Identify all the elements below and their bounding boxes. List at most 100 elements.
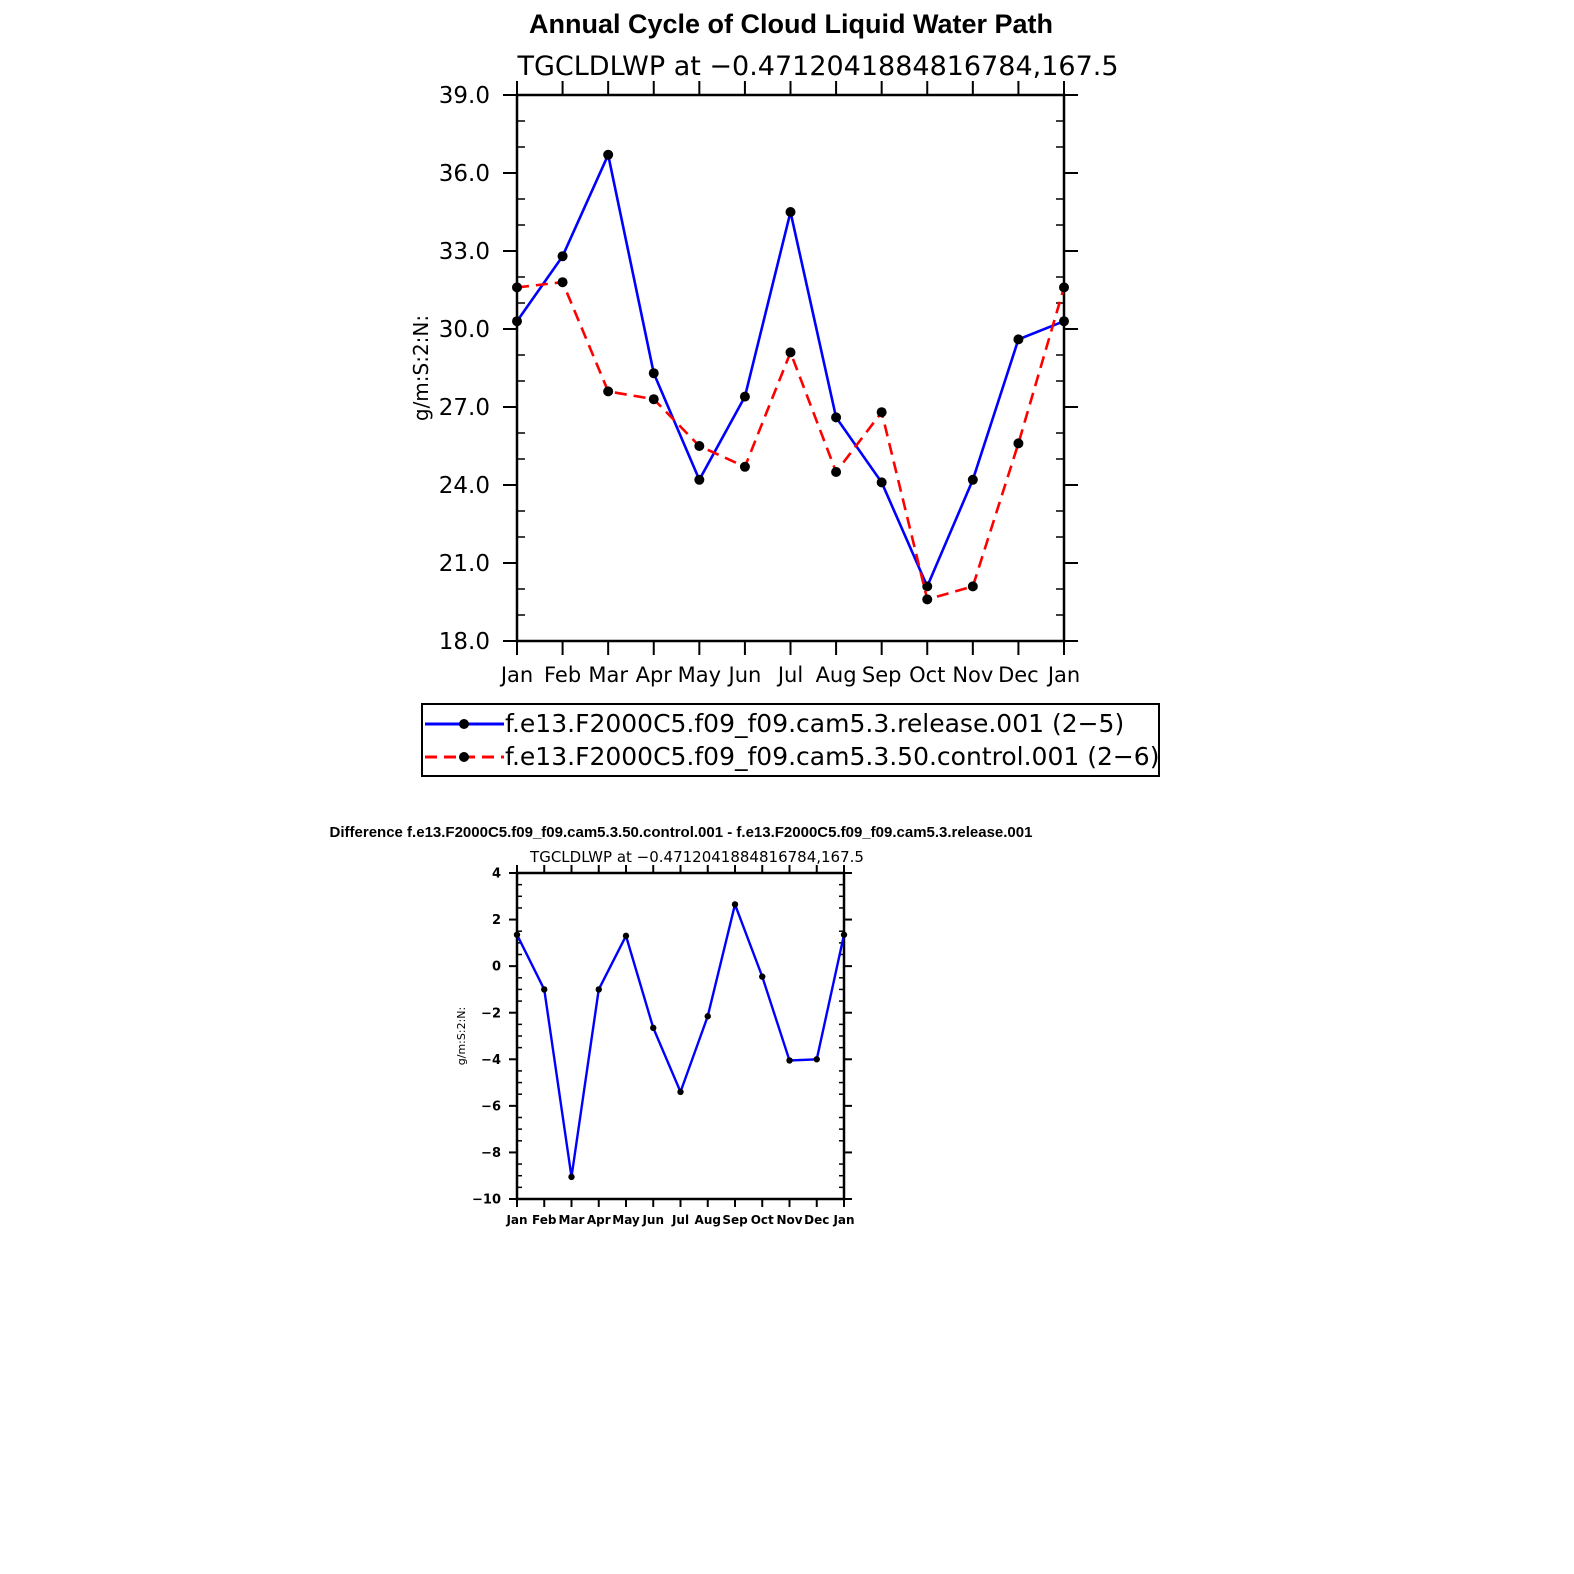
y-tick-label: −4	[481, 1053, 501, 1068]
plot-frame	[515, 871, 846, 1201]
chart-title: Annual Cycle of Cloud Liquid Water Path	[529, 9, 1053, 39]
series-1-point	[557, 277, 568, 288]
y-tick-label: 24.0	[439, 473, 490, 499]
y-tick-label: −2	[481, 1006, 501, 1021]
series-1-point	[1059, 282, 1069, 293]
y-axis-label: g/m:S:2:N:	[409, 315, 433, 421]
difference-chart: Difference f.e13.F2000C5.f09_f09.cam5.3.…	[330, 824, 1033, 1227]
x-tick-label: Nov	[776, 1213, 802, 1227]
series-0-point	[831, 412, 842, 423]
difference-axes-frame: Jan Feb Mar Apr May Jun Jul Aug Sep Oct Nov Dec Jan−…	[472, 865, 855, 1227]
axes-frame: Jan Feb Mar Apr May Jun Jul Aug Sep Oct Nov Dec Jan 1…	[439, 81, 1080, 687]
series-0-point	[1013, 334, 1024, 345]
series-0-point	[650, 1024, 657, 1032]
series-0-point	[704, 1013, 711, 1020]
x-tick-label: Mar	[559, 1213, 585, 1227]
series-group	[512, 149, 1069, 605]
legend-marker-control	[459, 752, 469, 762]
x-tick-label: Jun	[641, 1213, 664, 1227]
series-1-point	[785, 347, 796, 358]
series-0-point	[541, 986, 548, 993]
x-tick-label: Jul	[776, 663, 803, 687]
x-tick-label: Sep	[862, 663, 902, 687]
difference-series-group	[513, 900, 848, 1181]
series-0-point	[622, 932, 630, 940]
series-1-point	[512, 282, 522, 293]
x-tick-label: Sep	[722, 1213, 748, 1227]
series-0-point	[922, 581, 933, 592]
x-tick-label: Feb	[544, 663, 581, 687]
x-tick-label: Apr	[587, 1213, 611, 1227]
series-0-point	[1059, 316, 1069, 327]
series-0-point	[595, 986, 602, 993]
series-0-point	[557, 251, 568, 262]
annual-cycle-chart: Annual Cycle of Cloud Liquid Water Path …	[409, 9, 1160, 777]
y-tick-label: 4	[492, 867, 501, 882]
legend-label-release: f.e13.F2000C5.f09_f09.cam5.3.release.001…	[505, 709, 1124, 738]
series-0-point	[967, 474, 978, 485]
series-1-point	[967, 581, 978, 592]
series-0-point	[786, 1057, 793, 1064]
x-tick-label: Mar	[588, 663, 628, 687]
series-0-point	[603, 149, 614, 160]
x-tick-label: Aug	[695, 1213, 721, 1227]
series-0-point	[739, 391, 750, 402]
series-1-point	[922, 594, 933, 605]
series-0-point	[694, 474, 705, 485]
y-tick-label: 36.0	[439, 161, 490, 187]
chart-subtitle: TGCLDLWP at −0.4712041884816784,167.5	[516, 51, 1118, 82]
y-tick-label: 39.0	[439, 83, 490, 109]
y-tick-label: −10	[472, 1193, 501, 1208]
series-1-point	[739, 461, 750, 472]
series-1-point	[694, 441, 705, 451]
legend-marker-release	[459, 719, 469, 729]
x-tick-label: Nov	[952, 663, 993, 687]
series-0-point	[731, 901, 739, 908]
series-1-point	[603, 386, 614, 397]
legend-label-control: f.e13.F2000C5.f09_f09.cam5.3.50.control.…	[505, 742, 1159, 771]
series-1-point	[648, 394, 659, 405]
series-0-point	[648, 368, 659, 379]
legend-box	[421, 703, 1160, 777]
x-tick-label: Jan	[499, 663, 533, 687]
x-tick-label: Aug	[816, 663, 857, 687]
y-tick-label: −6	[481, 1099, 501, 1114]
x-tick-label: May	[612, 1213, 640, 1227]
difference-title: Difference f.e13.F2000C5.f09_f09.cam5.3.…	[330, 824, 1033, 841]
difference-subtitle: TGCLDLWP at −0.4712041884816784,167.5	[529, 848, 864, 866]
x-tick-label: Oct	[909, 663, 945, 687]
y-tick-label: 27.0	[439, 395, 490, 421]
x-tick-label: Jan	[832, 1213, 854, 1227]
series-1-point	[876, 407, 887, 418]
series-0-point	[677, 1088, 684, 1096]
x-tick-label: May	[678, 663, 721, 687]
x-tick-label: Jan	[1046, 663, 1080, 687]
y-tick-label: 33.0	[439, 239, 490, 265]
y-tick-label: 2	[492, 913, 501, 928]
difference-y-axis-label: g/m:S:2:N:	[455, 1007, 468, 1065]
series-0-point	[876, 477, 887, 488]
x-tick-label: Jun	[727, 663, 762, 687]
series-0-point	[568, 1173, 575, 1181]
series-line-0	[515, 900, 846, 1178]
x-tick-label: Jul	[671, 1213, 689, 1227]
y-tick-label: 18.0	[439, 629, 490, 655]
series-0-point	[840, 931, 848, 938]
y-tick-label: 0	[492, 960, 501, 975]
y-tick-label: 21.0	[439, 551, 490, 577]
series-1-point	[1013, 438, 1024, 449]
series-line-1	[516, 280, 1066, 602]
legend: f.e13.F2000C5.f09_f09.cam5.3.release.001…	[421, 703, 1160, 777]
x-tick-label: Jan	[505, 1213, 527, 1227]
x-tick-label: Feb	[532, 1213, 557, 1227]
x-tick-label: Oct	[751, 1213, 774, 1227]
y-tick-label: 30.0	[439, 317, 490, 343]
series-0-point	[785, 207, 796, 217]
series-1-point	[831, 467, 842, 477]
x-tick-label: Dec	[998, 663, 1039, 687]
y-tick-label: −8	[481, 1146, 501, 1161]
series-0-point	[813, 1056, 820, 1063]
series-0-point	[512, 316, 522, 327]
series-0-point	[513, 931, 521, 938]
